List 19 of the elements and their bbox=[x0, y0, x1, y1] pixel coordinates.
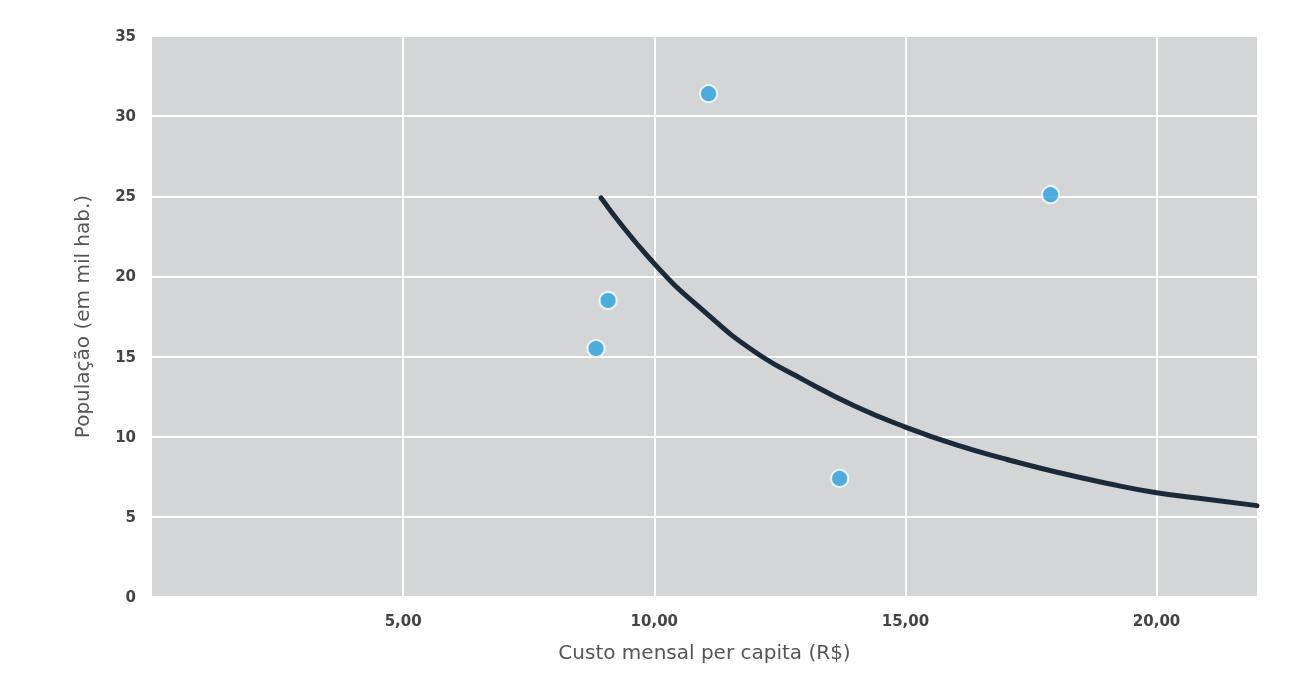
point bbox=[830, 468, 850, 488]
x-tick-label: 5,00 bbox=[384, 611, 422, 630]
y-tick-label: 15 bbox=[115, 347, 136, 366]
y-tick-label: 35 bbox=[115, 27, 136, 45]
x-tick-label: 10,00 bbox=[630, 611, 678, 630]
y-tick-label: 10 bbox=[115, 427, 136, 446]
y-axis-title: População (em mil hab.) bbox=[70, 194, 94, 439]
x-axis-title: Custo mensal per capita (R$) bbox=[558, 640, 851, 664]
point bbox=[586, 339, 606, 359]
x-tick-label: 20,00 bbox=[1132, 611, 1181, 630]
y-tick-label: 30 bbox=[115, 107, 136, 126]
point bbox=[1041, 185, 1061, 205]
point bbox=[699, 84, 719, 104]
y-tick-label: 5 bbox=[125, 507, 136, 526]
x-tick-label: 15,00 bbox=[881, 611, 930, 630]
point bbox=[598, 290, 618, 310]
y-tick-label: 20 bbox=[115, 267, 136, 286]
y-tick-label: 0 bbox=[125, 588, 136, 606]
y-tick-label: 25 bbox=[115, 187, 136, 206]
